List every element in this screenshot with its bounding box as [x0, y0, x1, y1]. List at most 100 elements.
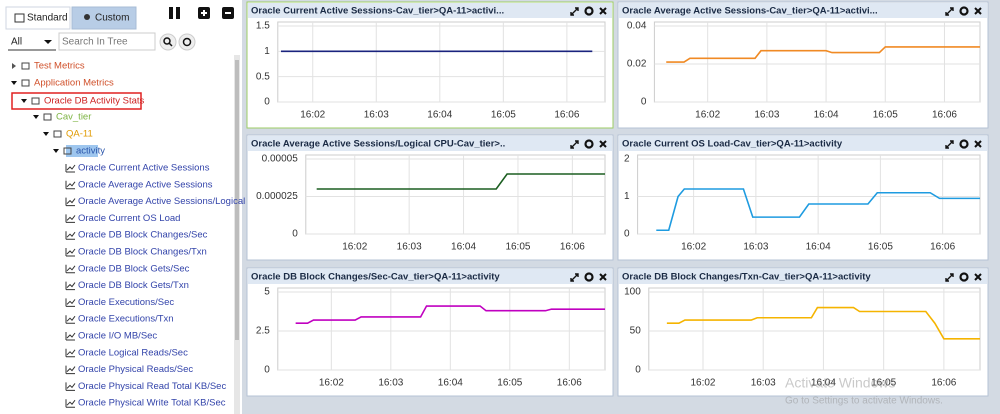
y-tick-label: 0 — [292, 229, 298, 240]
maximize-button[interactable] — [945, 273, 954, 282]
settings-button[interactable] — [959, 139, 969, 149]
close-button[interactable] — [599, 273, 607, 281]
active-node-highlight — [66, 145, 98, 157]
tree-node[interactable]: Oracle DB Block Gets/Txn — [65, 280, 189, 291]
maximize-button[interactable] — [945, 7, 954, 16]
panel-header — [619, 269, 987, 284]
maximize-button[interactable] — [945, 140, 954, 149]
plot-area — [277, 287, 606, 371]
settings-button[interactable] — [959, 6, 969, 16]
x-tick-label: 16:04 — [806, 242, 831, 253]
tree-node[interactable]: Oracle Current Active Sessions — [65, 163, 210, 174]
settings-button[interactable] — [959, 272, 969, 282]
node-icon — [21, 79, 30, 87]
x-tick-label: 16:04 — [811, 378, 836, 389]
y-tick-label: 2.5 — [256, 326, 270, 337]
maximize-button[interactable] — [570, 140, 579, 149]
maximize-button[interactable] — [570, 273, 579, 282]
plot-area — [277, 21, 606, 103]
settings-button[interactable] — [584, 6, 594, 16]
chart-panel: Oracle DB Block Changes/Sec-Cav_tier>QA-… — [246, 267, 614, 397]
tree-node[interactable]: Cav_tier — [33, 112, 91, 123]
caret — [53, 149, 59, 153]
collapse-all-button[interactable] — [222, 7, 234, 19]
tree-node[interactable]: activity — [53, 146, 105, 157]
filter-dropdown[interactable]: All — [8, 37, 56, 51]
tree-node[interactable]: Oracle DB Activity Stats — [21, 96, 145, 107]
x-tick-label: 16:05 — [505, 242, 530, 253]
panel-header — [248, 3, 612, 18]
data-line — [666, 46, 980, 63]
tree-node[interactable]: QA-11 — [43, 129, 93, 140]
x-tick-label: 16:03 — [751, 378, 776, 389]
refresh-button[interactable] — [178, 33, 196, 51]
tree-node[interactable]: Test Metrics — [12, 61, 85, 72]
y-tick-label: 0.5 — [256, 71, 270, 82]
caret — [21, 99, 27, 103]
x-tick-label: 16:05 — [873, 110, 898, 121]
x-tick-label: 16:04 — [814, 110, 839, 121]
tab-standard[interactable]: Standard — [5, 6, 71, 30]
scroll-thumb[interactable] — [235, 60, 239, 340]
tree-label: Oracle Current OS Load — [78, 213, 180, 224]
tree-node[interactable]: Oracle Current OS Load — [65, 213, 180, 224]
x-tick-label: 16:05 — [497, 378, 522, 389]
x-tick-label: 16:03 — [378, 378, 403, 389]
close-button[interactable] — [599, 140, 607, 148]
node-icon — [21, 62, 30, 70]
tree-node[interactable]: Oracle Physical Reads/Sec — [65, 364, 193, 375]
tree-label: Application Metrics — [34, 78, 114, 89]
tree-node[interactable]: Application Metrics — [11, 78, 114, 89]
tree-label: Oracle DB Block Changes/Txn — [78, 247, 207, 258]
x-tick-label: 16:02 — [690, 378, 715, 389]
settings-button[interactable] — [584, 139, 594, 149]
y-tick-label: 1 — [624, 191, 630, 202]
y-tick-label: 0 — [635, 365, 641, 376]
tab-custom[interactable]: Custom — [71, 6, 137, 30]
tree-label: Oracle Average Active Sessions — [78, 179, 213, 190]
tree-node[interactable]: Oracle I/O MB/Sec — [65, 331, 157, 342]
tree-label: Oracle Physical Reads/Sec — [78, 364, 193, 375]
y-tick-label: 0 — [264, 365, 270, 376]
panel-header — [619, 3, 987, 18]
tree-node[interactable]: Oracle DB Block Gets/Sec — [65, 263, 190, 274]
close-button[interactable] — [974, 273, 982, 281]
chart-icon — [65, 382, 76, 391]
search-button[interactable] — [159, 33, 177, 51]
close-button[interactable] — [974, 7, 982, 15]
tree-label: QA-11 — [66, 129, 93, 140]
expand-all-button[interactable] — [198, 7, 210, 19]
x-tick-label: 16:06 — [557, 378, 582, 389]
search-input[interactable]: Search In Tree — [58, 32, 156, 51]
chart-icon — [65, 365, 76, 375]
settings-button[interactable] — [584, 272, 594, 282]
x-tick-label: 16:02 — [695, 110, 720, 121]
close-button[interactable] — [599, 7, 607, 15]
close-button[interactable] — [974, 140, 982, 148]
tree-node[interactable]: Oracle Physical Read Total KB/Sec — [65, 381, 226, 392]
y-tick-label: 0.02 — [627, 59, 647, 70]
chart-icon — [65, 180, 76, 190]
x-tick-label: 16:03 — [397, 242, 422, 253]
tree-node[interactable]: Oracle Logical Reads/Sec — [65, 347, 188, 358]
y-tick-label: 0 — [624, 229, 630, 240]
x-tick-label: 16:02 — [319, 378, 344, 389]
node-icon — [31, 97, 40, 105]
watermark-subtitle: Go to Settings to activate Windows. — [785, 396, 943, 407]
y-tick-label: 50 — [630, 326, 642, 337]
y-tick-label: 100 — [624, 287, 641, 298]
plot-area — [637, 154, 981, 235]
x-tick-label: 16:02 — [300, 110, 325, 121]
watermark-title: Activate Windows — [785, 375, 895, 391]
pause-button[interactable] — [169, 7, 180, 19]
tree-node[interactable]: Oracle Average Active Sessions — [65, 179, 213, 190]
chart-panel: Oracle Current Active Sessions-Cav_tier>… — [246, 1, 614, 129]
tree-node[interactable]: Oracle Executions/Txn — [65, 314, 174, 325]
tree-node[interactable]: Oracle Average Active Sessions/Logical — [65, 196, 245, 207]
tree-node[interactable]: Oracle Executions/Sec — [65, 297, 174, 308]
maximize-button[interactable] — [570, 7, 579, 16]
chart-icon — [65, 348, 76, 358]
tree-node[interactable]: Oracle DB Block Changes/Txn — [65, 247, 207, 258]
tree-node[interactable]: Oracle DB Block Changes/Sec — [65, 230, 208, 241]
tree-node[interactable]: Oracle Physical Write Total KB/Sec — [65, 398, 226, 409]
